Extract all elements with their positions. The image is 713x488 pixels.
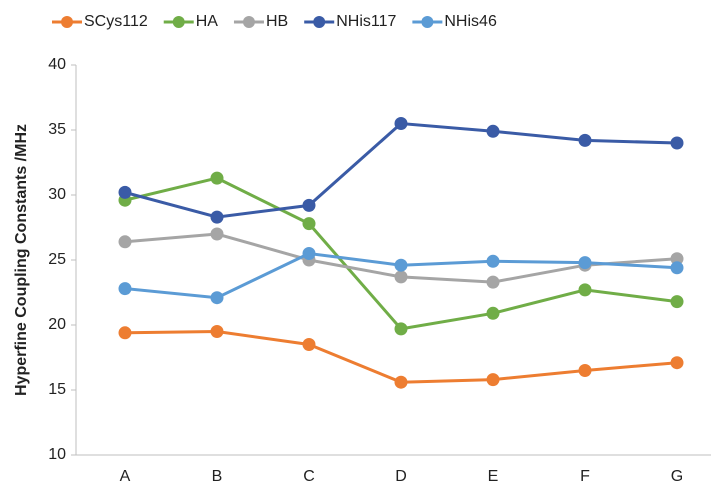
y-tick-label: 20 — [48, 316, 66, 333]
x-tick-label: C — [303, 468, 315, 485]
data-point — [486, 124, 500, 138]
data-point — [578, 283, 592, 297]
data-point — [118, 185, 132, 199]
x-tick-label: D — [395, 468, 407, 485]
data-point — [210, 325, 224, 338]
data-point — [210, 210, 224, 224]
series-line — [124, 176, 678, 331]
y-axis-label: Hyperfine Coupling Constants /MHz — [13, 124, 30, 396]
data-point — [210, 227, 224, 241]
legend-label: HA — [196, 13, 219, 30]
legend-marker — [242, 16, 255, 28]
data-point — [486, 373, 500, 387]
series-line — [124, 329, 678, 384]
legend-label: HB — [266, 13, 288, 30]
data-point — [486, 275, 500, 289]
data-point — [302, 217, 316, 231]
x-tick-label: E — [488, 468, 499, 485]
data-point — [394, 322, 408, 336]
data-point — [670, 295, 684, 309]
y-tick-label: 40 — [48, 56, 66, 73]
y-tick-label: 30 — [48, 186, 66, 203]
data-point — [670, 252, 684, 266]
data-point — [670, 261, 684, 275]
data-point — [302, 338, 316, 351]
data-point — [118, 235, 132, 249]
data-point — [578, 256, 592, 270]
data-point — [302, 198, 316, 212]
x-tick-label: A — [120, 468, 131, 485]
data-point — [670, 136, 684, 150]
legend-marker — [421, 16, 434, 28]
data-point — [486, 254, 500, 268]
data-point — [578, 364, 592, 377]
data-point — [210, 291, 224, 305]
data-point — [670, 356, 684, 370]
data-point — [486, 306, 500, 320]
x-tick-label: F — [580, 468, 590, 485]
legend-label: NHis46 — [444, 13, 497, 30]
y-tick-label: 35 — [48, 121, 66, 138]
data-point — [118, 282, 132, 296]
data-point — [394, 117, 408, 130]
data-point — [302, 247, 316, 260]
series-line — [124, 121, 678, 219]
legend-marker — [313, 16, 326, 28]
legend-marker — [172, 16, 185, 28]
y-tick-label: 25 — [48, 251, 66, 268]
x-tick-label: G — [671, 468, 683, 485]
legend-marker — [61, 16, 73, 28]
data-point — [394, 270, 408, 284]
data-point — [118, 326, 132, 340]
data-point — [394, 258, 408, 272]
legend-label: NHis117 — [336, 13, 396, 30]
y-tick-label: 15 — [48, 381, 66, 398]
y-tick-label: 10 — [48, 446, 66, 463]
data-point — [210, 171, 224, 185]
data-point — [578, 133, 592, 147]
legend-label: SCys112 — [84, 13, 148, 30]
x-tick-label: B — [212, 468, 223, 485]
data-point — [394, 375, 408, 389]
